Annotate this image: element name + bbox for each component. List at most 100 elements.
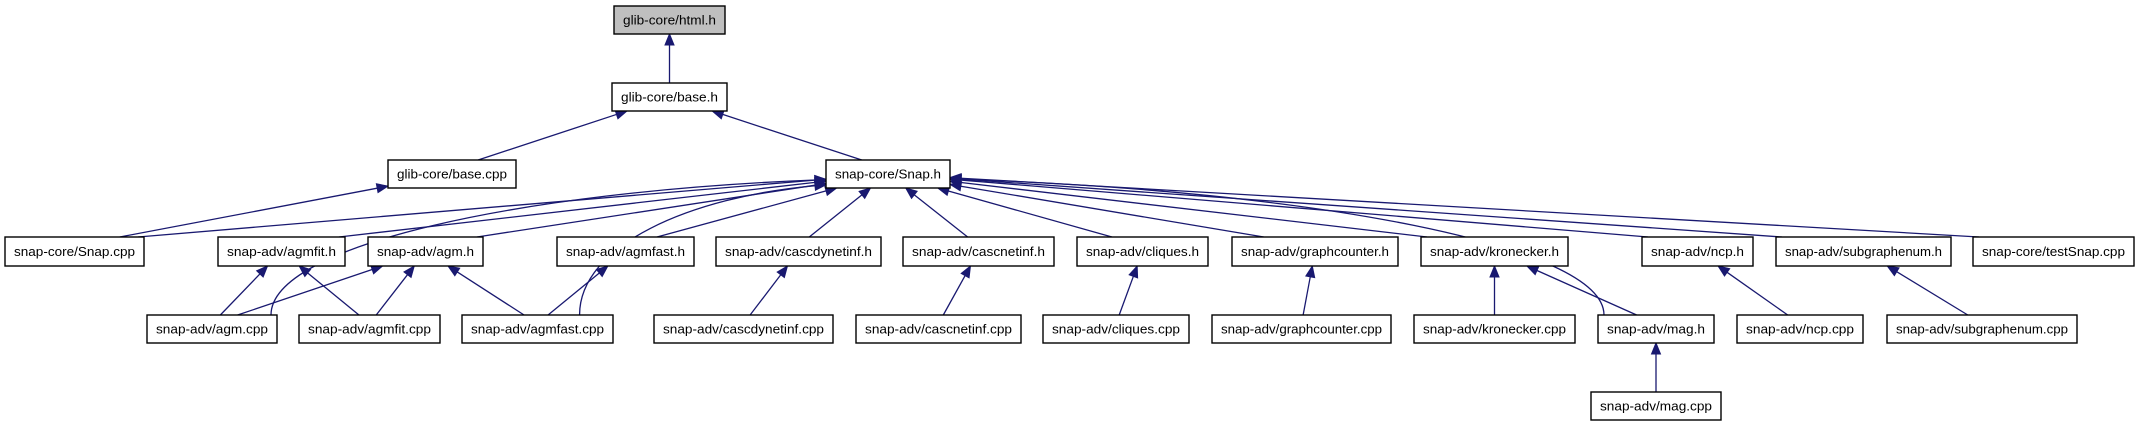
node-testsnap-cpp[interactable]: snap-core/testSnap.cpp — [1972, 236, 2135, 267]
node-agmfit-h[interactable]: snap-adv/agmfit.h — [217, 236, 346, 267]
arrowhead-icon — [1489, 264, 1500, 278]
node-box — [1775, 236, 1952, 267]
edge-line — [656, 190, 827, 238]
node-cascdynetinf-cpp[interactable]: snap-adv/cascdynetinf.cpp — [653, 314, 834, 344]
node-agm-cpp[interactable]: snap-adv/agm.cpp — [146, 314, 278, 344]
edge-cascdynetinf_h-to-snap_h — [808, 187, 872, 238]
arrowhead-icon — [1886, 265, 1900, 277]
node-kronecker-cpp[interactable]: snap-adv/kronecker.cpp — [1413, 314, 1576, 344]
node-label: snap-adv/subgraphenum.h — [1785, 244, 1942, 259]
node-box — [855, 314, 1022, 344]
node-agmfast-cpp[interactable]: snap-adv/agmfast.cpp — [461, 314, 614, 344]
arrowhead-icon — [960, 264, 972, 279]
edge-agmfit_cpp-to-agm_h — [375, 264, 416, 316]
edge-line — [960, 178, 1783, 238]
node-ncp-cpp[interactable]: snap-adv/ncp.cpp — [1736, 314, 1864, 344]
node-label: snap-adv/agm.cpp — [156, 322, 268, 337]
edge-cliques_cpp-to-cliques_h — [1118, 264, 1139, 316]
edge-line — [219, 273, 261, 316]
node-cliques-h[interactable]: snap-adv/cliques.h — [1076, 236, 1209, 267]
node-cascdynetinf-h[interactable]: snap-adv/cascdynetinf.h — [715, 236, 882, 267]
edge-line — [960, 178, 1605, 316]
edge-line — [960, 179, 1649, 238]
edge-line — [1726, 271, 1789, 316]
node-label: snap-adv/kronecker.h — [1430, 244, 1559, 259]
node-label: snap-adv/cascnetinf.h — [912, 244, 1045, 259]
edge-agmfast_cpp-to-agm_h — [446, 265, 525, 316]
arrowhead-icon — [375, 183, 390, 194]
edge-line — [960, 181, 1428, 238]
node-label: snap-adv/cascdynetinf.cpp — [663, 322, 824, 337]
node-box — [1076, 236, 1209, 267]
edge-line — [942, 275, 966, 316]
node-graphcounter-cpp[interactable]: snap-adv/graphcounter.cpp — [1211, 314, 1392, 344]
edge-graphcounter_cpp-to-graphcounter_h — [1302, 264, 1316, 316]
edge-agm_cpp-to-agmfit_h — [219, 265, 269, 316]
arrowhead-icon — [446, 265, 461, 277]
node-mag-cpp[interactable]: snap-adv/mag.cpp — [1590, 391, 1722, 421]
node-box — [611, 82, 728, 112]
node-box — [1590, 391, 1722, 421]
node-label: snap-adv/agm.h — [377, 244, 474, 259]
node-box — [461, 314, 614, 344]
node-box — [1042, 314, 1190, 344]
node-snap-cpp[interactable]: snap-core/Snap.cpp — [4, 236, 145, 267]
node-html-h: glib-core/html.h — [613, 5, 726, 35]
arrowhead-icon — [1650, 341, 1662, 355]
node-box — [387, 159, 517, 189]
node-box — [825, 159, 951, 189]
node-kronecker-h[interactable]: snap-adv/kronecker.h — [1420, 236, 1569, 267]
node-label: glib-core/base.cpp — [397, 167, 507, 182]
node-graphcounter-h[interactable]: snap-adv/graphcounter.h — [1231, 236, 1399, 267]
edge-cascdynetinf_cpp-to-cascdynetinf_h — [749, 264, 789, 316]
edge-cascnetinf_h-to-snap_h — [904, 187, 969, 238]
node-label: snap-adv/cliques.cpp — [1052, 322, 1180, 337]
node-box — [217, 236, 346, 267]
node-label: snap-adv/graphcounter.cpp — [1221, 322, 1382, 337]
arrowhead-icon — [1305, 264, 1316, 279]
node-label: snap-adv/agmfit.cpp — [308, 322, 431, 337]
arrowhead-icon — [858, 187, 872, 200]
node-subgraphenum-cpp[interactable]: snap-adv/subgraphenum.cpp — [1886, 314, 2078, 344]
edge-kronecker_cpp-to-kronecker_h — [1489, 264, 1500, 315]
edge-line — [1536, 269, 1637, 316]
edge-line — [913, 194, 969, 238]
node-agmfast-h[interactable]: snap-adv/agmfast.h — [556, 236, 695, 267]
node-label: snap-adv/subgraphenum.cpp — [1896, 322, 2068, 337]
edge-line — [375, 274, 409, 316]
edge-line — [307, 272, 360, 316]
node-ncp-h[interactable]: snap-adv/ncp.h — [1641, 236, 1754, 267]
node-box — [653, 314, 834, 344]
node-box — [4, 236, 145, 267]
node-cascnetinf-cpp[interactable]: snap-adv/cascnetinf.cpp — [855, 314, 1022, 344]
node-base-h[interactable]: glib-core/base.h — [611, 82, 728, 112]
node-box — [1597, 314, 1715, 344]
edge-subgraphenum_cpp-to-subgraphenum_h — [1886, 265, 1969, 316]
arrowhead-icon — [664, 32, 675, 46]
arrowhead-icon — [904, 187, 918, 200]
node-mag-h[interactable]: snap-adv/mag.h — [1597, 314, 1715, 344]
edge-line — [948, 190, 1113, 238]
node-box — [1886, 314, 2078, 344]
edge-agmfast_h-to-snap_h — [656, 185, 838, 238]
node-subgraphenum-h[interactable]: snap-adv/subgraphenum.h — [1775, 236, 1952, 267]
arrowhead-icon — [776, 264, 789, 279]
arrowhead-icon — [1717, 265, 1731, 277]
edge-line — [1118, 276, 1134, 316]
node-snap-h[interactable]: snap-core/Snap.h — [825, 159, 951, 189]
node-cliques-cpp[interactable]: snap-adv/cliques.cpp — [1042, 314, 1190, 344]
nodes-layer: glib-core/html.h glib-core/base.h glib-cor… — [4, 5, 2135, 421]
node-base-cpp[interactable]: glib-core/base.cpp — [387, 159, 517, 189]
node-cascnetinf-h[interactable]: snap-adv/cascnetinf.h — [902, 236, 1055, 267]
node-box — [1420, 236, 1569, 267]
arrowhead-icon — [595, 265, 609, 278]
node-label: snap-adv/cliques.h — [1086, 244, 1199, 259]
edge-line — [270, 179, 816, 316]
node-agm-h[interactable]: snap-adv/agm.h — [367, 236, 484, 267]
node-box — [1231, 236, 1399, 267]
edge-line — [808, 194, 863, 238]
node-agmfit-cpp[interactable]: snap-adv/agmfit.cpp — [298, 314, 441, 344]
edge-ncp_cpp-to-ncp_h — [1717, 265, 1789, 316]
